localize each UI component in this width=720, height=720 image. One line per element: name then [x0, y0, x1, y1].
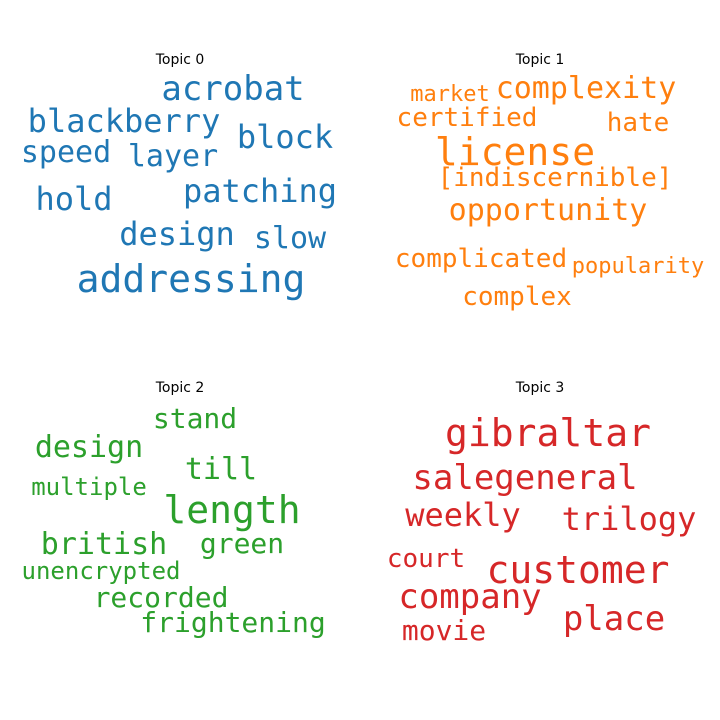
- topic-1-word: opportunity: [448, 193, 648, 228]
- topic-1-word: hate: [606, 108, 670, 138]
- topic-3-word: court: [386, 544, 466, 574]
- topic-0-word: acrobat: [161, 69, 305, 109]
- topic-1-word: certified: [396, 103, 538, 133]
- topic-0-panel: Topic 0 addressing acrobat blackberry bl…: [0, 0, 360, 360]
- topic-0-word: speed: [20, 135, 112, 170]
- topic-3-title: Topic 3: [515, 380, 565, 396]
- topic-2-word: stand: [152, 402, 238, 435]
- topic-0-word: block: [236, 118, 334, 156]
- topic-1-word: complexity: [495, 71, 677, 106]
- topic-1-word: complex: [462, 282, 572, 312]
- topic-3-word: weekly: [405, 496, 521, 534]
- topic-0-word: blackberry: [27, 102, 221, 140]
- topic-1-word: market: [410, 82, 490, 107]
- topic-0-title: Topic 0: [155, 52, 205, 68]
- topic-1-word: [indiscernible]: [437, 163, 673, 193]
- topic-2-word: till: [184, 452, 258, 487]
- topic-3-word: customer: [486, 548, 670, 592]
- topic-0-word: layer: [127, 139, 219, 174]
- topic-3-word: place: [562, 599, 666, 639]
- topic-2-word: british: [40, 527, 168, 562]
- topic-2-panel: Topic 2 length stand design till multipl…: [0, 360, 360, 720]
- topic-3-word: salegeneral: [412, 458, 638, 498]
- topic-2-word: design: [34, 430, 144, 465]
- topic-2-word: frightening: [140, 606, 326, 639]
- topic-2-word: unencrypted: [21, 557, 181, 585]
- topic-0-word: design: [119, 215, 235, 253]
- topic-1-word: popularity: [571, 254, 705, 279]
- topic-1-word: license: [434, 130, 596, 174]
- topic-1-word: complicated: [394, 244, 568, 274]
- topic-3-word: gibraltar: [445, 411, 651, 455]
- topic-0-word: patching: [182, 172, 338, 210]
- topic-3-panel: Topic 3 gibraltar salegeneral weekly tri…: [360, 360, 720, 720]
- topic-3-word: movie: [401, 614, 487, 647]
- topic-3-word: company: [398, 577, 542, 617]
- topic-1-panel: Topic 1 license complexity market certif…: [360, 0, 720, 360]
- topic-2-title: Topic 2: [155, 380, 205, 396]
- topic-2-word: multiple: [31, 473, 147, 501]
- topic-0-word: slow: [253, 221, 327, 256]
- topic-0-word: hold: [35, 180, 113, 218]
- topic-0-word: addressing: [76, 257, 306, 301]
- topic-2-word: green: [199, 527, 285, 560]
- topic-3-word: trilogy: [561, 500, 697, 538]
- topic-2-word: length: [163, 488, 301, 532]
- topic-1-title: Topic 1: [515, 52, 565, 68]
- topic-2-word: recorded: [93, 581, 229, 614]
